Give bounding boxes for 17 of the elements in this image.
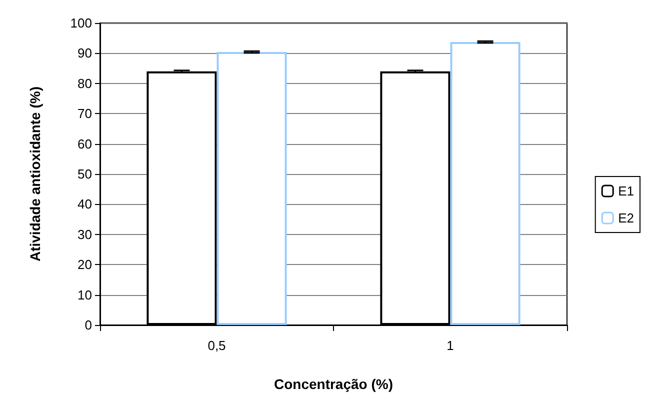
y-tick-label: 20 [78,257,92,272]
y-tick-label: 0 [84,318,92,332]
y-tick-label: 50 [78,166,92,182]
y-tick-label: 70 [78,106,92,122]
y-tick-label: 80 [78,76,92,91]
y-tick-label: 90 [78,46,92,61]
legend-label: E1 [618,184,634,198]
y-tick-label: 10 [78,287,92,302]
y-tick-label: 30 [78,226,92,242]
legend-label: E2 [618,210,634,226]
y-tick-label: 100 [70,16,92,30]
y-tick-label: 40 [78,196,92,212]
y-axis-title: Atividade antioxidante (%) [27,86,43,262]
x-tick-label: 0,5 [208,338,226,353]
x-tick-label: 1 [446,338,454,353]
x-axis-title: Concentração (%) [274,376,394,392]
y-tick-label: 60 [78,136,92,152]
